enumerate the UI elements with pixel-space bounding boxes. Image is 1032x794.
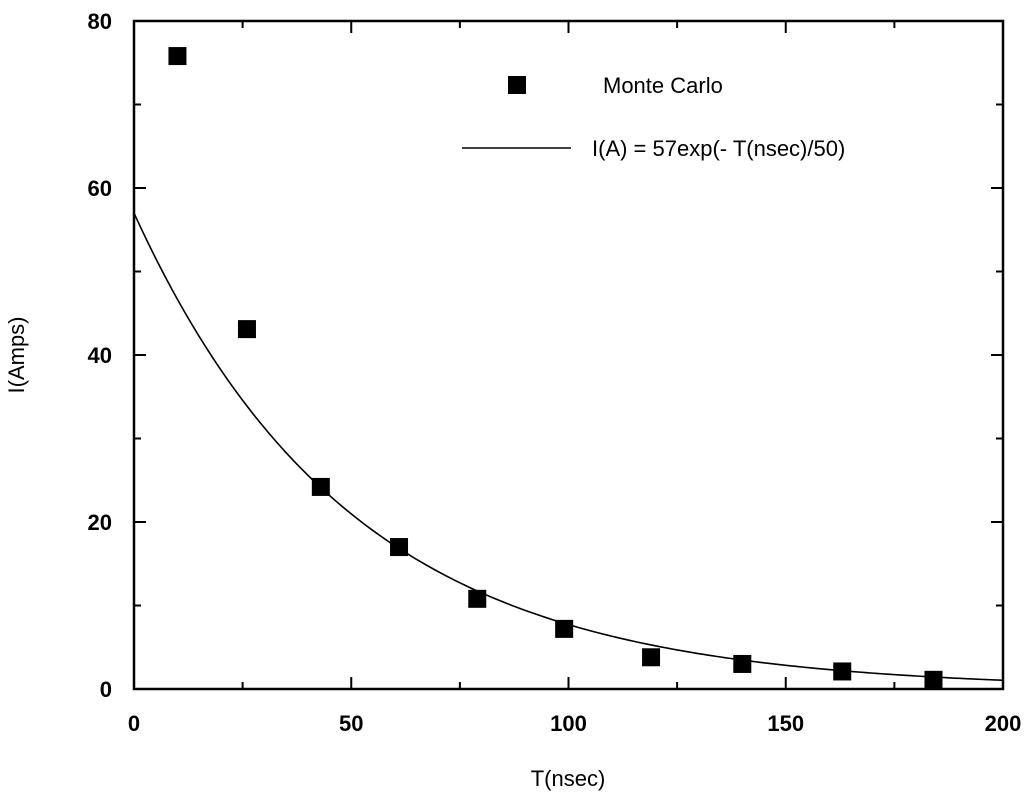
data-point-monte-carlo xyxy=(733,654,752,673)
y-tick-label: 40 xyxy=(88,343,112,368)
data-point-monte-carlo xyxy=(468,589,487,608)
data-point-monte-carlo xyxy=(311,477,330,496)
x-tick-label: 100 xyxy=(550,711,587,736)
plot-frame xyxy=(132,19,1005,691)
y-tick-label: 80 xyxy=(88,9,112,34)
fit-layer xyxy=(133,212,1004,682)
legend-label-fit: I(A) = 57exp(- T(nsec)/50) xyxy=(592,136,845,161)
data-point-monte-carlo xyxy=(642,648,661,667)
y-tick-label: 20 xyxy=(88,510,112,535)
legend-marker-monte-carlo xyxy=(508,76,526,94)
x-tick-label: 150 xyxy=(767,711,804,736)
data-point-monte-carlo xyxy=(555,619,574,638)
x-tick-label: 200 xyxy=(985,711,1022,736)
x-tick-label: 50 xyxy=(339,711,363,736)
tick-labels: 0 50 100 150 200 0 20 40 60 80 xyxy=(88,9,1022,736)
data-point-monte-carlo xyxy=(390,538,409,557)
x-tick-label: 0 xyxy=(128,711,140,736)
data-point-monte-carlo xyxy=(833,662,852,681)
y-axis-title: I(Amps) xyxy=(4,317,29,394)
ticks xyxy=(133,20,1004,690)
data-point-monte-carlo xyxy=(237,320,256,339)
legend: Monte Carlo I(A) = 57exp(- T(nsec)/50) xyxy=(462,73,845,161)
data-point-monte-carlo xyxy=(168,47,187,66)
legend-label-monte-carlo: Monte Carlo xyxy=(603,73,723,98)
data-point-monte-carlo xyxy=(924,670,943,689)
y-tick-label: 0 xyxy=(100,677,112,702)
y-tick-label: 60 xyxy=(88,176,112,201)
marker-layer xyxy=(168,47,943,689)
x-axis-title: T(nsec) xyxy=(531,766,606,791)
series-line-fit xyxy=(133,212,1004,682)
